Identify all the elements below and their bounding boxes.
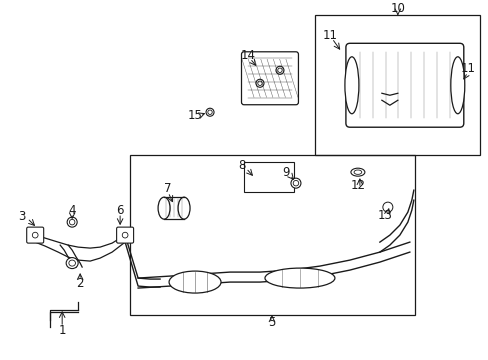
Ellipse shape [290,178,300,188]
Ellipse shape [69,219,75,225]
Text: 3: 3 [19,210,26,222]
Text: 11: 11 [459,62,474,75]
Ellipse shape [207,110,212,114]
Ellipse shape [69,260,75,266]
Text: 8: 8 [238,159,245,172]
Text: 1: 1 [58,324,66,337]
Text: 6: 6 [116,204,123,217]
Ellipse shape [353,170,361,174]
Bar [244,162,293,192]
FancyBboxPatch shape [27,227,43,243]
Ellipse shape [293,180,298,186]
Text: 12: 12 [350,179,365,192]
Ellipse shape [169,271,221,293]
Bar [130,155,414,315]
Bar [314,15,479,155]
Text: 10: 10 [389,2,405,15]
Circle shape [122,232,128,238]
Ellipse shape [344,57,358,114]
FancyBboxPatch shape [116,227,133,243]
Ellipse shape [450,57,464,114]
Ellipse shape [350,168,364,176]
Text: 9: 9 [282,166,289,179]
Text: 13: 13 [377,209,391,222]
Ellipse shape [178,197,190,219]
Circle shape [382,202,392,212]
Circle shape [32,232,38,238]
Text: 15: 15 [187,109,202,122]
FancyBboxPatch shape [345,43,463,127]
Ellipse shape [255,79,264,87]
Ellipse shape [277,68,282,72]
Ellipse shape [205,108,214,116]
Text: 14: 14 [240,49,255,62]
Ellipse shape [66,258,78,269]
Text: 4: 4 [68,204,76,217]
Text: 11: 11 [322,29,337,42]
FancyBboxPatch shape [241,52,298,105]
Ellipse shape [275,66,284,74]
Ellipse shape [158,197,170,219]
Text: 5: 5 [268,315,275,329]
Text: 2: 2 [76,276,84,289]
Ellipse shape [67,217,77,227]
Ellipse shape [257,81,262,85]
Text: 7: 7 [164,182,171,195]
Ellipse shape [264,268,334,288]
